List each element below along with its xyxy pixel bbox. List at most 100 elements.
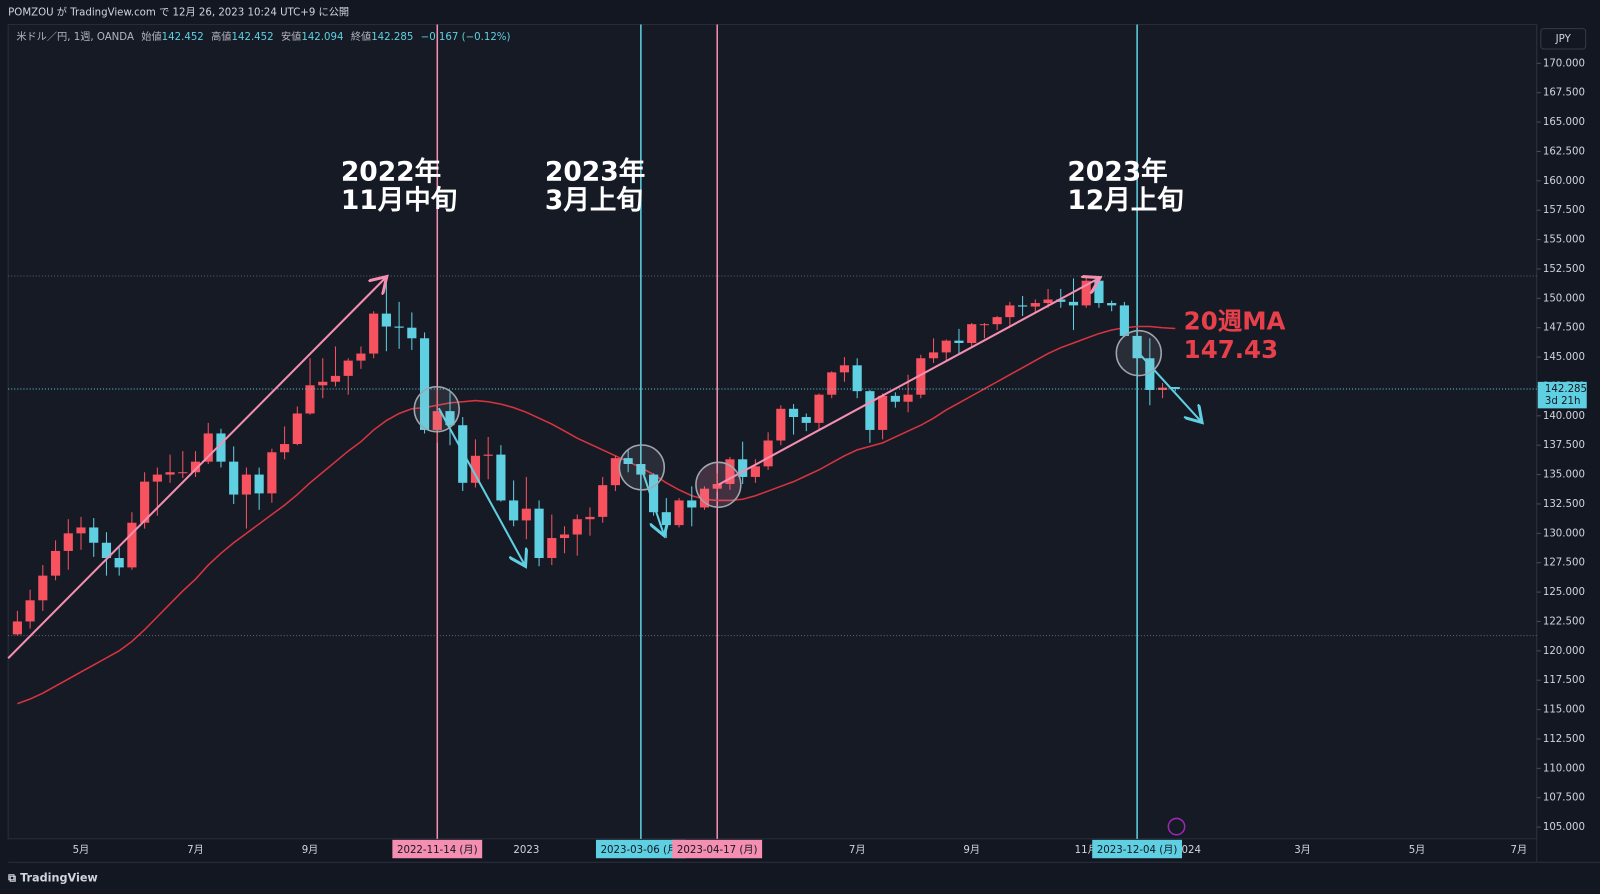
annotation: 2022年 <box>341 157 441 188</box>
candle-body <box>483 454 493 456</box>
candle-body <box>178 472 188 474</box>
annotation: 2023年 <box>1067 157 1167 188</box>
candle-body <box>674 500 684 526</box>
y-tick-label: 162.500 <box>1543 146 1585 157</box>
candle-body <box>1119 305 1129 336</box>
marker-date-label: 2022-11-14 (月) <box>397 844 478 856</box>
y-tick-label: 127.500 <box>1543 558 1585 569</box>
x-tick-label: 7月 <box>1511 844 1528 856</box>
candle-body <box>241 474 251 495</box>
y-tick-label: 117.500 <box>1543 675 1585 686</box>
highlight-circle <box>695 461 742 508</box>
candle-body <box>419 338 430 430</box>
candle-body <box>305 385 315 414</box>
candle-body <box>598 485 608 517</box>
candle-body <box>839 365 850 373</box>
candle-body <box>649 474 659 513</box>
currency[interactable]: JPY <box>1555 34 1572 45</box>
drawings: 2022年 11月中旬 2023年 3月上旬 2023年 12月上旬 20週MA… <box>7 157 1286 836</box>
y-tick-label: 145.000 <box>1543 352 1585 363</box>
x-tick-label: 9月 <box>963 844 980 856</box>
y-tick-label: 152.500 <box>1543 264 1585 275</box>
y-tick-label: 167.500 <box>1543 88 1585 99</box>
y-tick-label: 115.000 <box>1543 705 1585 716</box>
candle-body <box>559 534 570 539</box>
trend-arrow <box>717 278 1100 486</box>
ma-annotation: 20週MA <box>1184 307 1286 336</box>
legend: 米ドル／円, 1週, OANDA 始値142.452 高値142.452 安値1… <box>16 30 510 43</box>
highlight-circle <box>413 386 460 433</box>
logo: ⧉ TradingView <box>8 872 98 885</box>
annotation: 11月中旬 <box>341 185 457 216</box>
candle-body <box>292 413 302 445</box>
candle-body <box>254 474 264 494</box>
candle-body <box>356 353 366 361</box>
y-tick-label: 105.000 <box>1543 822 1585 833</box>
candle-body <box>852 365 862 392</box>
candle-body <box>63 533 73 551</box>
candle-body <box>1107 303 1117 306</box>
candle-body <box>992 317 1002 325</box>
x-tick-label: 5月 <box>73 844 90 856</box>
y-tick-label: 157.500 <box>1543 205 1585 216</box>
candle-body <box>203 433 213 462</box>
candle-body <box>114 558 124 568</box>
logo-text: TradingView <box>20 872 98 885</box>
legend-value: 142.094 <box>301 32 343 43</box>
y-tick-label: 165.000 <box>1543 117 1585 128</box>
candle-body <box>967 324 977 343</box>
y-tick-label: 140.000 <box>1543 411 1585 422</box>
countdown-label: 3d 21h <box>1545 396 1581 407</box>
trend-arrow <box>1138 352 1202 422</box>
y-tick-label: 150.000 <box>1543 293 1585 304</box>
candle-body <box>1132 335 1142 359</box>
currency-box[interactable] <box>1540 28 1587 50</box>
legend-label: 安値 <box>281 30 301 43</box>
y-tick-label: 155.000 <box>1543 235 1585 246</box>
candle-body <box>1030 303 1040 307</box>
y-tick-label: 112.500 <box>1543 734 1585 745</box>
ma-annotation: 147.43 <box>1184 335 1278 364</box>
alert-icon[interactable] <box>1167 817 1186 836</box>
candle-body <box>140 481 150 523</box>
candle-body <box>865 391 875 430</box>
legend-label: 高値 <box>211 30 231 43</box>
y-tick-label: 110.000 <box>1543 763 1585 774</box>
legend-value: 142.452 <box>162 32 204 43</box>
candle-body <box>76 527 86 534</box>
candle-body <box>25 600 35 622</box>
candle-body <box>687 500 697 508</box>
candle-body <box>572 519 582 535</box>
x-tick-label: 2023 <box>513 845 539 856</box>
annotation: 12月上旬 <box>1067 185 1183 216</box>
highlight-circle <box>618 444 666 491</box>
highlight-circle <box>1115 329 1162 377</box>
marker-date-box <box>595 839 686 859</box>
candle-body <box>699 488 710 508</box>
candle-body <box>1056 299 1066 302</box>
marker-date-label: 2023-04-17 (月) <box>677 844 758 856</box>
x-tick-label: 11月 <box>1075 844 1098 856</box>
trend-arrow <box>437 407 526 566</box>
candle-body <box>381 313 391 327</box>
legend-label: 始値 <box>141 30 161 43</box>
candle-body <box>954 340 964 343</box>
y-tick-label: 122.500 <box>1543 616 1585 627</box>
candle-body <box>369 313 379 354</box>
candle-body <box>890 395 900 402</box>
candle-body <box>152 474 162 482</box>
candle-body <box>1145 358 1155 390</box>
candle-body <box>280 444 290 453</box>
marker-date-label: 2023-03-06 (月) <box>601 844 682 856</box>
marker-date-box <box>392 839 483 859</box>
candle-body <box>801 417 811 423</box>
x-tick-label: 3月 <box>1294 844 1311 856</box>
marker-date-box <box>1092 839 1183 859</box>
legend-value: 142.452 <box>232 32 274 43</box>
header: POMZOU が TradingView.com で 12月 26, 2023 … <box>8 5 349 18</box>
x-tick-label: 9月 <box>302 844 319 856</box>
x-tick-label: 2024 <box>1175 845 1201 856</box>
candle-body <box>788 408 799 418</box>
candle-body <box>38 575 48 601</box>
